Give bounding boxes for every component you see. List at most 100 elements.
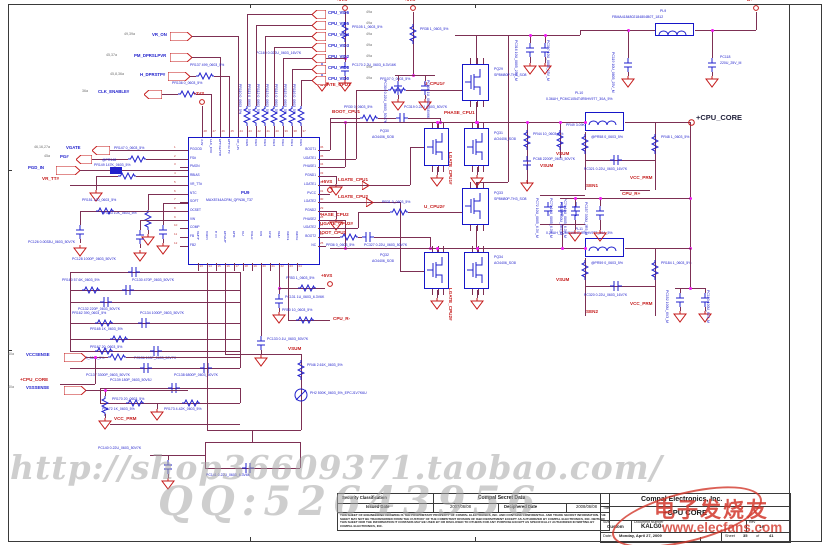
resistor-symbol <box>555 130 565 150</box>
junction-dot <box>599 197 602 200</box>
wire <box>625 122 690 123</box>
junction-dot <box>559 121 562 124</box>
wire <box>705 288 706 293</box>
mosfet-pin <box>443 289 444 295</box>
wire <box>345 12 346 58</box>
mosfet-pin <box>470 225 471 231</box>
wire <box>318 176 336 177</box>
ic-pin-number: 11 <box>174 232 178 236</box>
wire <box>318 228 358 229</box>
wire <box>712 72 713 76</box>
net-label: VSUM <box>540 163 554 168</box>
mosfet-pin <box>470 58 471 64</box>
ic-pin-number: 6 <box>174 189 176 193</box>
mosfet-symbol <box>464 252 489 289</box>
ground-symbol <box>73 245 87 257</box>
wire <box>202 106 203 137</box>
port-arrow-icon <box>311 9 327 20</box>
ic-pin-name: ISEN2 <box>295 231 299 241</box>
page-title: +CPU CORE <box>663 508 707 517</box>
resistor-symbol <box>82 285 100 295</box>
wire <box>229 76 230 137</box>
wire <box>756 12 757 30</box>
resistor-symbol <box>118 171 136 181</box>
ic-pin-number: 19 <box>253 264 257 268</box>
junction-dot <box>104 389 107 392</box>
ic-pin-name: NC <box>311 243 316 247</box>
component-label: PC136 100P_0603_50V7K <box>134 356 177 360</box>
ic-pin-number: 44 <box>239 129 243 133</box>
wire <box>80 239 81 243</box>
wire <box>318 237 340 238</box>
page-ref: 45,8,36a <box>110 72 124 76</box>
component-label: PC139 180P_0603_50V5J <box>110 378 152 382</box>
resistor-symbol <box>128 154 146 164</box>
ic-part-number: MAX8744ACRM_QFN36_T37 <box>206 198 253 202</box>
legal-text: THIS SHEET OF ENGINEERING DRAWING IS THE… <box>340 514 606 528</box>
component-label: PC304 0.22U_0603_50V7K <box>383 80 387 124</box>
sheet-num: 35 <box>743 533 748 538</box>
page-ref: 36a <box>82 89 88 93</box>
mosfet-pin <box>477 225 478 231</box>
page-ref: 40a <box>8 385 14 389</box>
component-label: PC68 2200P_0603_50V7K <box>533 157 576 161</box>
wire <box>378 118 396 119</box>
port-arrow-icon <box>311 31 327 42</box>
ground-symbol <box>254 355 268 367</box>
net-label: SEN2 <box>586 309 599 314</box>
ic-pin-number: 2 <box>174 154 176 158</box>
ground-symbol <box>470 298 484 310</box>
deciphered-date-label: Deciphered Date <box>504 504 538 509</box>
vid-port-label: CPU_VID6 <box>328 10 350 15</box>
ground-symbol <box>150 409 164 421</box>
security-class-value: Compal Secret Data <box>478 494 526 501</box>
wire <box>70 339 240 340</box>
wire <box>625 248 690 249</box>
junction-dot <box>574 197 577 200</box>
sheet-of-label: of <box>756 534 760 538</box>
power-node <box>327 281 333 287</box>
resistor-symbol <box>126 398 144 408</box>
resistor-symbol <box>360 113 378 123</box>
ic-pin-number: 30 <box>320 197 324 201</box>
wire <box>430 237 431 248</box>
component-label: PQ31 <box>494 131 503 135</box>
resistor-symbol <box>340 232 358 242</box>
port-arrow-icon <box>143 89 163 100</box>
power-node <box>342 5 348 11</box>
junction-dot <box>529 34 532 37</box>
ic-pin <box>180 159 188 160</box>
component-label: PR107 0_0603_5% <box>380 77 411 81</box>
port-arrow-icon <box>75 154 93 165</box>
resistor-symbol <box>269 106 279 126</box>
wire <box>455 35 580 36</box>
wire <box>256 25 312 26</box>
doc-number-value: KALG0- <box>641 524 664 530</box>
component-label: PR38 1_0603_5% <box>420 27 449 31</box>
wire <box>437 167 438 175</box>
rev-value: 1A <box>759 524 765 529</box>
component-label: PL11 <box>575 227 583 231</box>
ic-pin-name: PGND2 <box>305 208 316 212</box>
wire <box>437 290 438 298</box>
wire <box>527 170 528 180</box>
component-label: 220U_25V_M <box>720 61 742 65</box>
ic-pin-name: PHASE2 <box>303 217 316 221</box>
port-arrow-icon <box>167 71 191 82</box>
junction-dot <box>584 247 587 250</box>
wire <box>283 126 284 137</box>
wire <box>122 170 188 171</box>
wire <box>580 30 581 35</box>
ic-pin-name: FS# <box>190 156 196 160</box>
ic-pin <box>211 129 212 137</box>
wire <box>300 442 301 468</box>
wire <box>545 57 546 63</box>
wire <box>585 132 586 190</box>
wire <box>330 122 585 123</box>
ic-pin <box>180 246 188 247</box>
port-arrow-icon <box>91 145 111 156</box>
port-arrow-icon <box>311 42 327 53</box>
capacitor-symbol <box>159 225 167 239</box>
ic-pin <box>180 237 188 238</box>
